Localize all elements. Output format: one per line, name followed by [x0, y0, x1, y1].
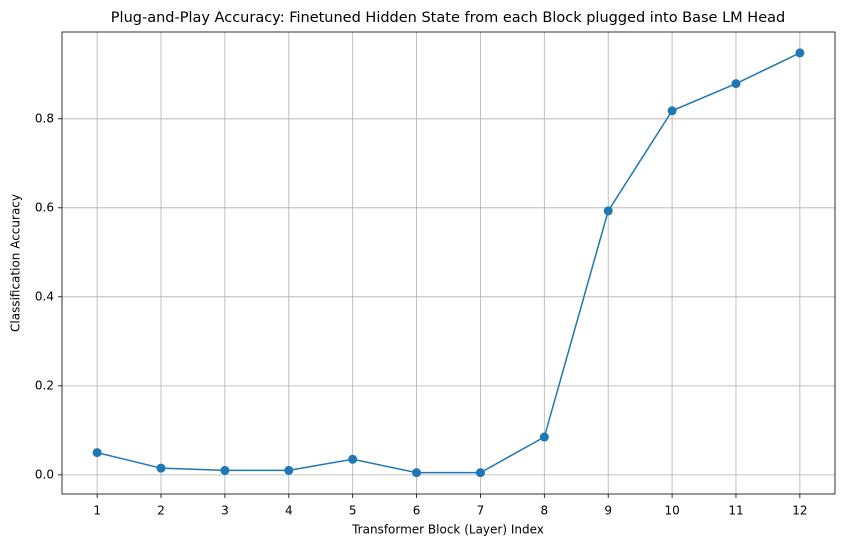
point	[667, 106, 677, 116]
plot	[92, 48, 805, 478]
x-tick-label: 7	[477, 504, 485, 518]
y-tick-label: 0.6	[35, 200, 54, 214]
x-tick-label: 11	[728, 504, 743, 518]
point	[220, 465, 230, 475]
y-tick-label: 0.2	[35, 378, 54, 392]
chart-title: Plug-and-Play Accuracy: Finetuned Hidden…	[111, 10, 785, 26]
x-tick-label: 6	[413, 504, 421, 518]
plot-frame	[61, 31, 836, 495]
point	[348, 454, 358, 464]
point	[795, 48, 805, 58]
x-tick-label: 4	[285, 504, 293, 518]
point	[156, 463, 166, 473]
x-axis-label: Transformer Block (Layer) Index	[351, 523, 544, 537]
x-tick-label: 1	[93, 504, 101, 518]
y-tick-label: 0.0	[35, 467, 54, 481]
x-tick-label: 9	[604, 504, 612, 518]
point	[603, 206, 613, 216]
grid	[62, 32, 835, 494]
x-tick-label: 10	[664, 504, 679, 518]
x-tick-label: 12	[792, 504, 807, 518]
x-tick-label: 3	[221, 504, 229, 518]
point	[539, 432, 549, 442]
point	[475, 468, 485, 478]
point	[284, 465, 294, 475]
point	[92, 448, 102, 458]
point	[412, 468, 422, 478]
x-tick-label: 8	[541, 504, 549, 518]
point	[731, 79, 741, 89]
y-tick-label: 0.8	[35, 111, 54, 125]
x-tick-label: 5	[349, 504, 357, 518]
y-axis-label: Classification Accuracy	[9, 194, 23, 332]
line	[96, 52, 801, 474]
y-tick-label: 0.4	[35, 289, 54, 303]
x-tick-label: 2	[157, 504, 165, 518]
